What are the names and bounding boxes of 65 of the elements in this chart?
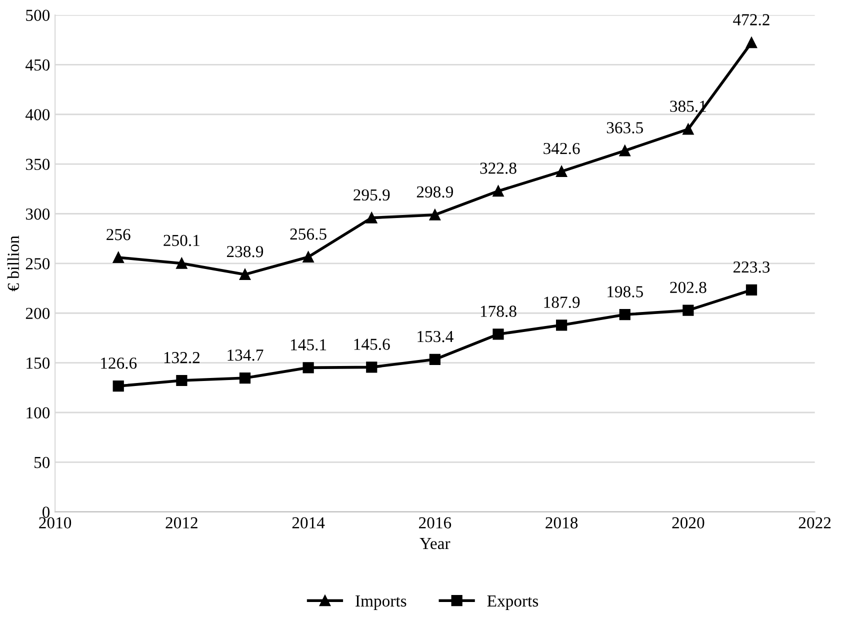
data-label: 298.9 [416,186,453,198]
data-label: 250.1 [164,234,200,246]
data-label: 223.3 [733,261,770,273]
point [176,374,188,386]
data-label: 295.9 [354,189,390,201]
y-tick-label: 50 [34,456,50,468]
point [429,354,440,365]
data-label: 187.9 [544,296,580,308]
data-label: 342.6 [544,142,580,154]
point [492,186,504,197]
data-label: 145.1 [291,339,326,350]
y-tick-label: 500 [26,10,50,21]
y-tick-label: 350 [26,158,50,170]
y-tick-label: 0 [42,506,50,518]
y-tick-label: 450 [26,59,50,71]
data-label: 132.2 [164,352,200,364]
data-label: 238.9 [226,246,264,258]
data-label: 322.8 [480,162,516,174]
x-tick-label: 2022 [798,517,831,528]
point [492,328,504,340]
data-label: 256.5 [290,228,326,240]
x-tick-label: 2018 [546,517,578,528]
point [239,372,251,384]
point [302,251,314,263]
point [366,212,378,224]
x-tick-label: 2020 [672,517,704,528]
y-axis-title: € billion [7,236,20,292]
data-label: 145.6 [354,338,390,350]
data-label: 363.5 [606,122,643,134]
x-tick-label: 2010 [39,517,72,528]
point [619,309,630,320]
y-tick-label: 100 [26,407,50,418]
point [176,258,188,269]
point [556,166,568,177]
point [429,209,440,220]
x-tick-label: 2014 [292,517,325,528]
x-tick-label: 2016 [419,517,452,528]
point [366,362,378,373]
legend-label: Exports [487,596,538,610]
point [112,252,124,264]
data-label: 472.2 [733,14,770,26]
data-label: 256 [106,229,130,240]
point [302,362,314,374]
data-label: 126.6 [101,358,137,369]
y-tick-label: 200 [26,308,50,320]
data-label: 198.5 [608,286,643,298]
point [619,145,630,156]
point [239,268,251,280]
point [682,304,694,316]
y-tick-label: 250 [26,258,50,270]
point [746,37,758,48]
x-tick-label: 2012 [166,517,198,528]
y-tick-label: 150 [26,358,50,369]
data-label: 134.7 [228,350,264,361]
y-tick-label: 300 [26,208,50,220]
legend-label: Imports [356,596,406,610]
data-label: 153.4 [418,330,454,342]
x-axis-title: Year [420,538,450,550]
data-label: 178.8 [480,306,516,317]
data-label: 202.8 [670,282,706,294]
point [746,284,758,296]
point [556,320,568,331]
point [682,124,694,135]
y-tick-label: 400 [26,109,50,120]
point [112,380,124,392]
